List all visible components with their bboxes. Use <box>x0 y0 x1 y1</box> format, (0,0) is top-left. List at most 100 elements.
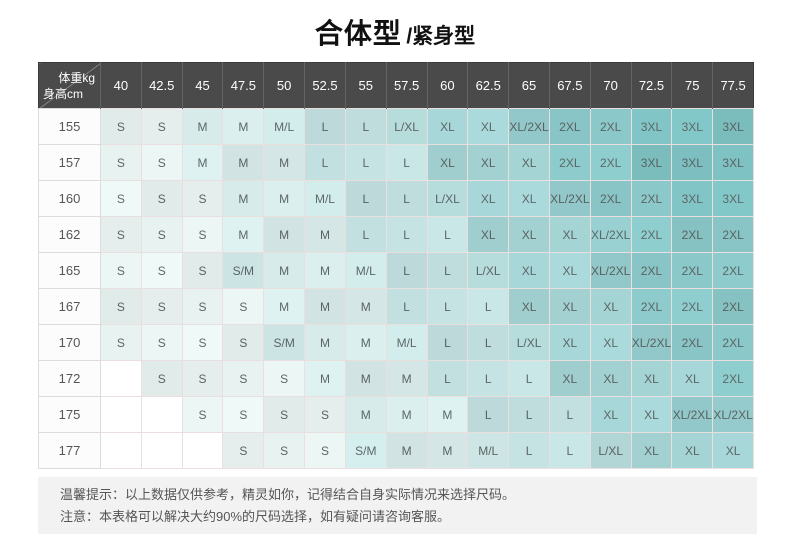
title-main: 合体型 <box>314 18 402 49</box>
size-cell: L <box>426 252 469 289</box>
weight-header-cell: 47.5 <box>222 62 264 109</box>
size-cell: XL <box>426 108 469 145</box>
height-label-cell: 175 <box>38 396 101 433</box>
size-cell: L <box>385 180 428 217</box>
size-cell: S <box>100 252 142 289</box>
weight-header-cell: 65 <box>508 62 550 109</box>
size-cell: XL <box>426 144 469 181</box>
size-cell: M <box>222 180 265 217</box>
size-cell: XL <box>467 180 510 217</box>
size-cell: L <box>467 360 510 397</box>
footer-line-1: 温馨提示：以上数据仅供参考，精灵如你，记得结合自身实际情况来选择尺码。 <box>60 487 516 502</box>
size-cell: M <box>263 288 306 325</box>
size-cell: 2XL <box>548 108 591 145</box>
size-cell: S <box>222 396 265 433</box>
table-row: 177 S S S S/M M M M/L L L L/XL XL XL XL <box>38 432 754 469</box>
size-cell: 2XL <box>630 180 673 217</box>
size-cell: XL <box>548 360 591 397</box>
height-axis-label: 身高cm <box>43 87 83 101</box>
size-cell: S <box>100 216 142 253</box>
size-cell: XL/2XL <box>589 216 632 253</box>
size-cell: L/XL <box>467 252 510 289</box>
size-cell: S <box>304 432 346 469</box>
size-cell: M <box>344 324 387 361</box>
size-cell: L <box>344 108 387 145</box>
table-body: 155 S S M M M/L L L L/XL XL XL XL/2XL 2XL 2XL 3XL 3XL 3X… <box>38 108 754 469</box>
size-cell: 3XL <box>671 144 714 181</box>
weight-header-cell: 72.5 <box>630 62 672 109</box>
size-cell: S <box>100 180 142 217</box>
size-cell: L <box>426 360 469 397</box>
size-cell: L <box>344 180 387 217</box>
size-cell: S <box>263 360 306 397</box>
size-table: 体重kg 身高cm 40 42.5 45 47.5 50 52.5 55 57.5 60 62.5… <box>38 62 754 469</box>
size-cell: 3XL <box>630 108 673 145</box>
size-cell <box>100 396 142 433</box>
size-cell: M <box>426 396 469 433</box>
size-cell: M <box>263 180 306 217</box>
size-cell: L <box>344 216 387 253</box>
size-cell <box>181 432 224 469</box>
height-label-cell: 160 <box>38 180 101 217</box>
size-cell: S <box>304 396 346 433</box>
size-cell: S <box>140 288 183 325</box>
table-row: 165 S S S S/M M M M/L L L L/XL XL XL XL/2XL 2XL 2XL 2XL <box>38 252 754 289</box>
size-cell: L <box>385 252 428 289</box>
size-cell: XL <box>467 144 510 181</box>
size-cell: 2XL <box>712 360 754 397</box>
footer-line-2: 注意：本表格可以解决大约90%的尺码选择，如有疑问请咨询客服。 <box>60 509 451 524</box>
weight-header-cell: 45 <box>181 62 223 109</box>
size-cell: L/XL <box>426 180 469 217</box>
size-cell: S/M <box>344 432 387 469</box>
size-cell: 2XL <box>630 252 673 289</box>
size-cell <box>100 432 142 469</box>
weight-header-cell: 57.5 <box>385 62 427 109</box>
size-cell: L/XL <box>508 324 550 361</box>
height-label-cell: 162 <box>38 216 101 253</box>
size-cell: L <box>304 144 346 181</box>
size-cell: L <box>385 288 428 325</box>
size-cell: M <box>385 432 428 469</box>
size-cell: M <box>181 108 224 145</box>
size-cell: 3XL <box>712 108 754 145</box>
size-cell: M <box>344 288 387 325</box>
size-cell: L <box>385 216 428 253</box>
size-cell: XL <box>712 432 754 469</box>
size-cell: 3XL <box>712 144 754 181</box>
size-cell: S <box>140 144 183 181</box>
size-cell: S <box>100 144 142 181</box>
size-cell: S <box>222 324 265 361</box>
size-cell: 3XL <box>630 144 673 181</box>
size-cell: L <box>548 396 591 433</box>
size-cell: L/XL <box>385 108 428 145</box>
size-cell <box>140 432 183 469</box>
size-cell: M/L <box>263 108 306 145</box>
size-cell: XL <box>508 288 550 325</box>
size-cell: XL <box>467 108 510 145</box>
table-row: 155 S S M M M/L L L L/XL XL XL XL/2XL 2XL 2XL 3XL 3XL 3X… <box>38 108 754 145</box>
header-row: 体重kg 身高cm 40 42.5 45 47.5 50 52.5 55 57.5 60 62.5… <box>38 62 754 109</box>
size-cell: XL/2XL <box>671 396 714 433</box>
size-cell: S <box>140 216 183 253</box>
size-cell: S <box>100 288 142 325</box>
size-cell: S <box>100 324 142 361</box>
size-cell: M <box>222 108 265 145</box>
height-label-cell: 157 <box>38 144 101 181</box>
size-cell: XL/2XL <box>589 252 632 289</box>
size-cell: XL <box>508 144 550 181</box>
size-cell: L <box>467 288 510 325</box>
height-label-cell: 167 <box>38 288 101 325</box>
size-cell: 2XL <box>671 288 714 325</box>
size-cell: L <box>344 144 387 181</box>
height-label-cell: 172 <box>38 360 101 397</box>
size-cell: XL <box>589 360 632 397</box>
table-row: 175 S S S S M M M L L L XL XL XL/2XL XL/2XL <box>38 396 754 433</box>
size-cell: XL <box>589 324 632 361</box>
size-cell: 2XL <box>548 144 591 181</box>
size-cell: M <box>304 324 346 361</box>
size-cell: S/M <box>222 252 265 289</box>
size-cell: M <box>426 432 469 469</box>
size-cell: S <box>100 108 142 145</box>
size-cell: S <box>181 360 224 397</box>
